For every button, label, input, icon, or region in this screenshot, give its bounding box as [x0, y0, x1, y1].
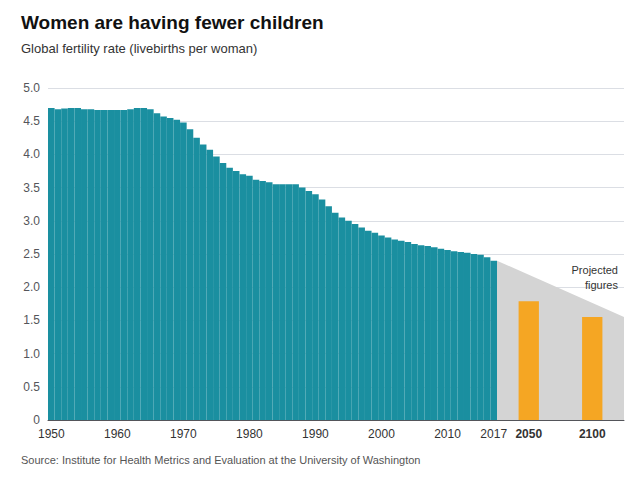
- svg-text:Women are having fewer childre: Women are having fewer children: [21, 12, 324, 33]
- svg-text:2100: 2100: [579, 427, 606, 441]
- svg-text:0: 0: [33, 413, 40, 427]
- svg-text:Global fertility rate (livebir: Global fertility rate (livebirths per wo…: [21, 41, 257, 56]
- svg-text:2050: 2050: [515, 427, 542, 441]
- svg-text:5.0: 5.0: [23, 81, 40, 95]
- svg-text:1990: 1990: [302, 427, 329, 441]
- svg-text:figures: figures: [585, 279, 619, 291]
- svg-text:1950: 1950: [38, 427, 65, 441]
- svg-text:2017: 2017: [480, 427, 507, 441]
- svg-text:2.0: 2.0: [23, 280, 40, 294]
- svg-text:2010: 2010: [434, 427, 461, 441]
- svg-text:Source: Institute for Health M: Source: Institute for Health Metrics and…: [21, 454, 420, 466]
- svg-text:3.0: 3.0: [23, 214, 40, 228]
- svg-text:4.0: 4.0: [23, 147, 40, 161]
- svg-text:1960: 1960: [104, 427, 131, 441]
- svg-text:1970: 1970: [170, 427, 197, 441]
- svg-text:3.5: 3.5: [23, 181, 40, 195]
- svg-text:1.5: 1.5: [23, 313, 40, 327]
- svg-text:2000: 2000: [368, 427, 395, 441]
- svg-text:0.5: 0.5: [23, 380, 40, 394]
- svg-text:2.5: 2.5: [23, 247, 40, 261]
- svg-text:1980: 1980: [236, 427, 263, 441]
- svg-text:4.5: 4.5: [23, 114, 40, 128]
- svg-text:Projected: Projected: [572, 264, 618, 276]
- svg-text:1.0: 1.0: [23, 347, 40, 361]
